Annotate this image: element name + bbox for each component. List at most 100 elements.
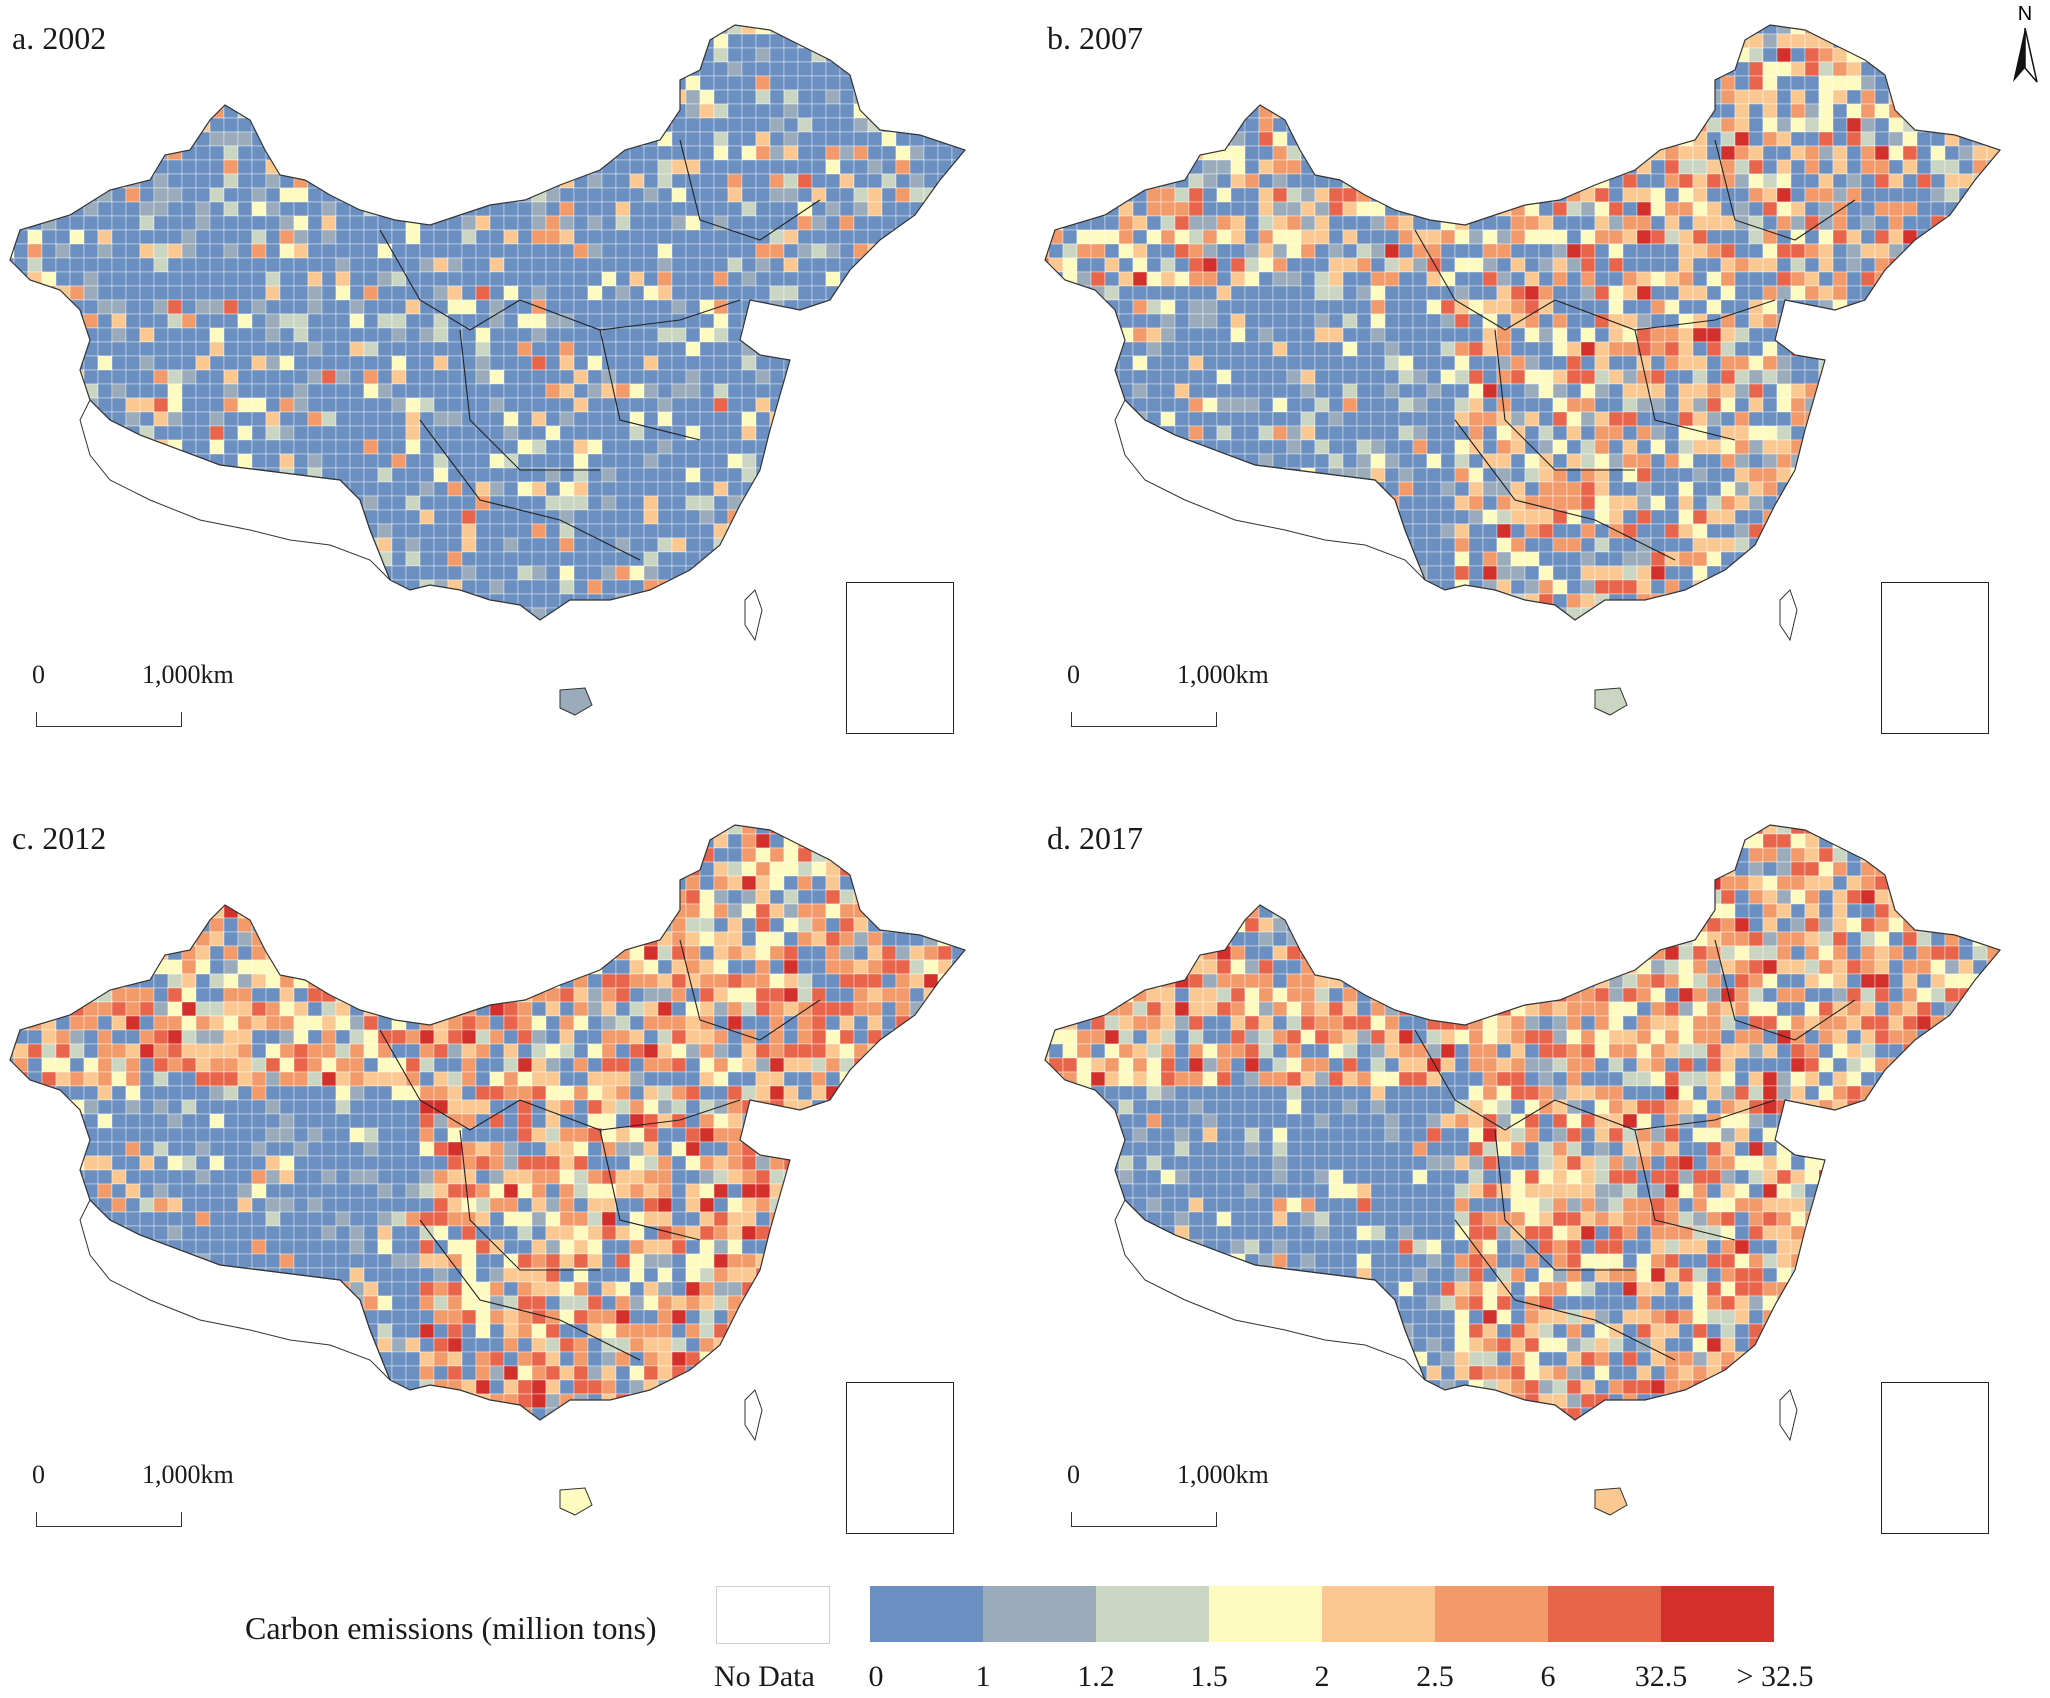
region-cell xyxy=(545,495,561,511)
region-cell xyxy=(125,383,141,399)
region-cell xyxy=(811,243,827,259)
region-cell xyxy=(1286,327,1302,343)
region-cell xyxy=(769,61,785,77)
region-cell xyxy=(951,411,965,427)
region-cell xyxy=(839,89,855,105)
region-cell xyxy=(1188,271,1204,287)
region-cell xyxy=(615,187,631,203)
region-cell xyxy=(1972,201,1988,217)
region-cell xyxy=(643,47,659,63)
region-cell xyxy=(839,229,855,245)
region-cell xyxy=(531,523,547,539)
region-cell xyxy=(951,355,965,371)
region-cell xyxy=(966,510,980,524)
region-cell xyxy=(1045,61,1050,77)
region-cell xyxy=(1664,187,1680,203)
region-cell xyxy=(1244,327,1260,343)
region-cell xyxy=(307,341,323,357)
region-cell xyxy=(699,467,715,483)
region-cell xyxy=(615,145,631,161)
region-cell xyxy=(1832,369,1848,385)
region-cell xyxy=(811,131,827,147)
region-cell xyxy=(489,579,505,595)
region-cell xyxy=(601,285,617,301)
region-cell xyxy=(881,75,897,91)
region-cell xyxy=(1930,341,1946,357)
region-cell xyxy=(1552,355,1568,371)
region-cell xyxy=(1384,369,1400,385)
region-cell xyxy=(1566,327,1582,343)
region-cell xyxy=(1384,145,1400,161)
region-cell xyxy=(700,636,714,650)
region-cell xyxy=(139,229,155,245)
region-cell xyxy=(1104,61,1120,77)
region-cell xyxy=(181,537,197,553)
region-cell xyxy=(1202,131,1218,147)
region-cell xyxy=(433,117,449,133)
region-cell xyxy=(209,411,225,427)
region-cell xyxy=(1944,369,1960,385)
region-cell xyxy=(1482,257,1498,273)
region-cell xyxy=(336,636,350,650)
region-cell xyxy=(1524,355,1540,371)
region-cell xyxy=(1608,257,1624,273)
region-cell xyxy=(196,636,210,650)
region-cell xyxy=(825,229,841,245)
region-cell xyxy=(615,383,631,399)
region-cell xyxy=(279,271,295,287)
region-cell xyxy=(685,131,701,147)
region-cell xyxy=(1832,173,1848,189)
region-cell xyxy=(195,425,211,441)
region-cell xyxy=(1286,257,1302,273)
region-cell xyxy=(727,25,743,35)
region-cell xyxy=(293,187,309,203)
region-cell xyxy=(195,383,211,399)
region-cell xyxy=(685,467,701,483)
region-cell xyxy=(1258,215,1274,231)
region-cell xyxy=(951,579,965,595)
region-cell xyxy=(1510,33,1526,49)
region-cell xyxy=(853,47,869,63)
region-cell xyxy=(293,355,309,371)
region-cell xyxy=(1118,313,1134,329)
region-cell xyxy=(83,313,99,329)
region-cell xyxy=(923,145,939,161)
region-cell xyxy=(1874,173,1890,189)
region-cell xyxy=(293,313,309,329)
region-cell xyxy=(1454,75,1470,91)
region-cell xyxy=(1384,117,1400,133)
region-cell xyxy=(1860,243,1876,259)
region-cell xyxy=(1944,257,1960,273)
region-cell xyxy=(377,383,393,399)
region-cell xyxy=(1272,215,1288,231)
region-cell xyxy=(1440,187,1456,203)
region-cell xyxy=(1300,243,1316,259)
region-cell xyxy=(1314,103,1330,119)
region-cell xyxy=(615,495,631,511)
region-cell xyxy=(1468,369,1484,385)
region-cell xyxy=(602,636,616,650)
region-cell xyxy=(1552,243,1568,259)
region-cell xyxy=(1524,47,1540,63)
region-cell xyxy=(447,285,463,301)
region-cell xyxy=(1048,257,1064,273)
region-cell xyxy=(335,145,351,161)
region-cell xyxy=(1440,243,1456,259)
region-cell xyxy=(1524,103,1540,119)
region-cell xyxy=(265,103,281,119)
region-cell xyxy=(966,538,980,552)
region-cell xyxy=(587,47,603,63)
region-cell xyxy=(951,327,965,343)
region-cell xyxy=(1045,285,1050,301)
region-cell xyxy=(643,341,659,357)
region-cell xyxy=(433,523,449,539)
region-cell xyxy=(181,411,197,427)
region-cell xyxy=(181,103,197,119)
region-cell xyxy=(1888,215,1904,231)
region-cell xyxy=(1300,117,1316,133)
region-cell xyxy=(2001,244,2015,258)
region-cell xyxy=(448,622,462,636)
region-cell xyxy=(1664,369,1680,385)
region-cell xyxy=(139,201,155,217)
region-cell xyxy=(209,187,225,203)
